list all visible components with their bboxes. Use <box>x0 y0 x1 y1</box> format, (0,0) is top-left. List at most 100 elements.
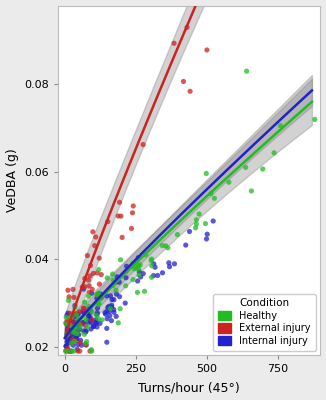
Point <box>136 272 141 278</box>
Point <box>118 306 123 312</box>
Point <box>226 179 231 186</box>
Point <box>205 231 210 238</box>
Point <box>118 257 123 263</box>
Point <box>104 293 109 299</box>
Point <box>89 320 94 326</box>
Point <box>91 323 96 330</box>
Point <box>76 316 82 322</box>
Point <box>107 312 112 319</box>
Point <box>136 266 141 272</box>
Point <box>65 331 70 338</box>
Point <box>69 314 74 320</box>
Point <box>97 320 103 326</box>
Point <box>72 330 77 336</box>
Point <box>67 310 73 317</box>
Point <box>82 306 87 312</box>
Point <box>87 283 92 289</box>
Point <box>75 318 81 324</box>
Point <box>160 242 165 249</box>
Point <box>111 306 116 313</box>
Point <box>148 257 154 264</box>
Point <box>120 234 125 241</box>
Point <box>81 328 86 334</box>
Point <box>110 282 115 289</box>
Point <box>149 256 155 262</box>
Point <box>72 323 78 330</box>
Point <box>151 261 156 267</box>
Point <box>102 310 108 316</box>
Point <box>111 277 116 284</box>
Point <box>77 348 82 354</box>
Point <box>83 322 88 328</box>
Point <box>87 273 93 279</box>
Point <box>108 293 113 299</box>
Point <box>63 343 68 349</box>
Point <box>181 78 186 85</box>
Point <box>204 236 209 242</box>
Point <box>95 310 100 316</box>
Point <box>75 320 80 326</box>
Point <box>105 275 110 281</box>
Point <box>87 306 92 312</box>
Y-axis label: VeDBA (g): VeDBA (g) <box>6 149 19 212</box>
Point <box>70 319 76 325</box>
Point <box>70 329 75 335</box>
Point <box>135 289 140 296</box>
Point <box>249 188 254 194</box>
Point <box>89 290 94 296</box>
Point <box>85 310 90 316</box>
Point <box>81 320 86 326</box>
Point <box>66 340 71 346</box>
Point <box>96 300 101 307</box>
Point <box>96 266 101 273</box>
Point <box>65 327 70 334</box>
Point <box>89 308 94 315</box>
Point <box>91 270 96 277</box>
Point <box>64 314 69 320</box>
Point <box>82 299 87 306</box>
Point <box>66 297 71 304</box>
Point <box>64 321 69 327</box>
Point <box>85 319 91 325</box>
Point <box>65 287 70 294</box>
Point <box>66 310 71 316</box>
Point <box>71 328 77 334</box>
Point <box>86 316 92 322</box>
Point <box>72 326 77 332</box>
Point <box>95 305 100 312</box>
Point <box>106 303 111 310</box>
Point <box>175 231 180 238</box>
Point <box>132 266 137 272</box>
Point <box>99 272 104 278</box>
Point <box>85 308 91 314</box>
Point <box>69 337 74 343</box>
Point <box>124 263 129 270</box>
Point <box>71 319 76 326</box>
Point <box>111 297 116 303</box>
Point <box>96 316 101 322</box>
Point <box>104 325 109 332</box>
Point <box>166 260 171 266</box>
Point <box>96 290 101 296</box>
Point <box>73 334 78 340</box>
Point <box>105 304 111 311</box>
Point <box>91 323 96 330</box>
Point <box>118 213 124 219</box>
Point <box>141 141 146 148</box>
Point <box>68 332 74 339</box>
Point <box>75 346 80 352</box>
Point <box>63 348 68 354</box>
Point <box>68 338 73 344</box>
Point <box>260 166 265 172</box>
Point <box>133 264 139 271</box>
Point <box>72 304 78 311</box>
Point <box>67 330 72 336</box>
Point <box>72 338 77 344</box>
Point <box>74 312 79 318</box>
Point <box>77 326 82 332</box>
Point <box>68 348 73 354</box>
Point <box>63 320 68 326</box>
Point <box>135 278 140 284</box>
Point <box>83 341 88 348</box>
Point <box>96 292 102 298</box>
